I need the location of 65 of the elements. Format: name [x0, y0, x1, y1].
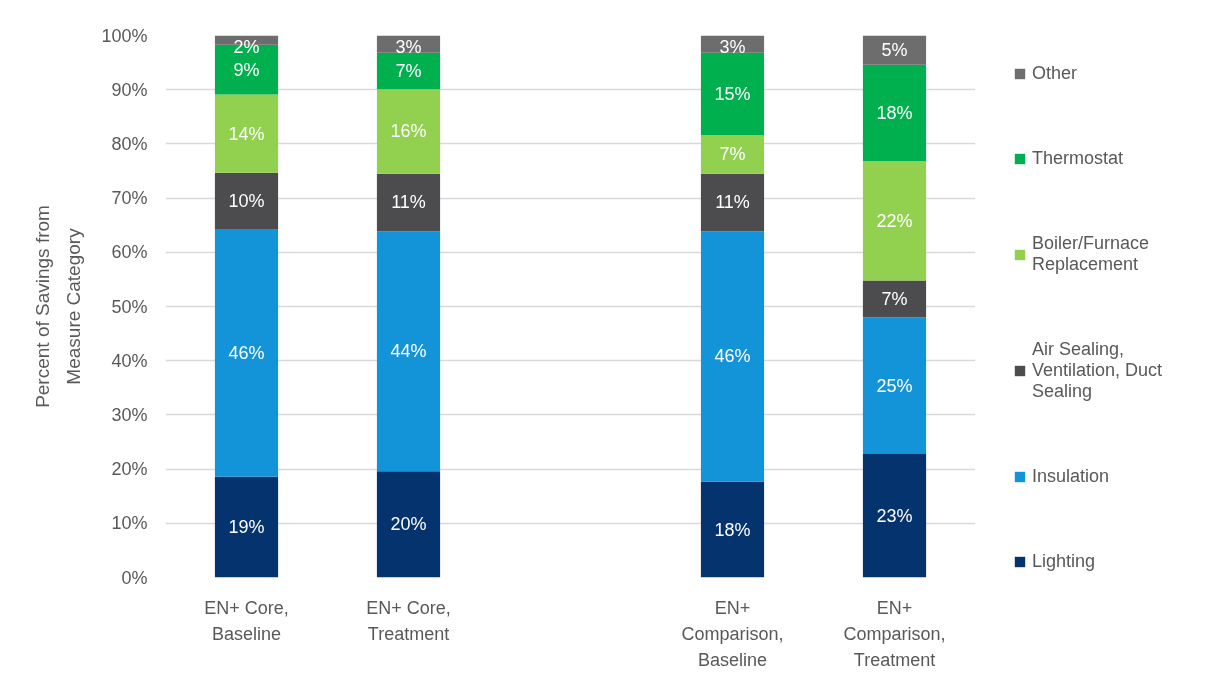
y-tick-label: 70% [111, 188, 148, 209]
data-label: 22% [876, 210, 913, 231]
y-tick-label: 30% [111, 404, 148, 425]
data-label: 7% [881, 288, 908, 309]
data-label: 25% [876, 375, 913, 396]
y-tick-label: 90% [111, 79, 148, 100]
data-label: 16% [390, 121, 427, 142]
y-tick-label: 100% [101, 25, 148, 46]
data-label: 3% [395, 36, 422, 57]
data-label: 14% [228, 123, 265, 144]
bar [700, 52, 765, 136]
y-tick-label: 80% [111, 133, 148, 154]
x-tick-label: EN+ Core, Baseline [204, 597, 289, 644]
data-label: 23% [876, 505, 913, 526]
bar [700, 173, 765, 232]
data-label: 46% [714, 346, 751, 367]
y-tick-label: 60% [111, 242, 148, 263]
bar [376, 173, 441, 232]
data-label: 11% [391, 192, 426, 213]
data-label: 10% [228, 190, 265, 211]
bar [700, 231, 765, 482]
bar [214, 94, 279, 173]
data-label: 46% [228, 342, 265, 363]
y-tick-label: 50% [111, 296, 148, 317]
bar [862, 161, 927, 281]
bar [862, 64, 927, 162]
legend-label: Lighting [1032, 551, 1096, 572]
data-label: 18% [714, 519, 751, 540]
bar [376, 89, 441, 174]
y-tick-label: 20% [111, 459, 148, 480]
data-label: 44% [390, 341, 427, 362]
bar [214, 172, 279, 229]
bar [862, 453, 927, 578]
data-label: 15% [714, 84, 751, 105]
data-label: 9% [233, 59, 260, 80]
legend-label: Boiler/Furnace Replacement [1032, 233, 1150, 275]
legend-label: Thermostat [1032, 148, 1124, 169]
bar [214, 228, 279, 477]
bar [700, 135, 765, 174]
x-tick-label: EN+ Comparison, Baseline [681, 597, 784, 670]
legend-label: Air Sealing, Ventilation, Duct Sealing [1032, 339, 1163, 402]
bar [700, 481, 765, 578]
bar [376, 231, 441, 472]
y-tick-label: 40% [111, 350, 148, 371]
data-label: 7% [719, 144, 746, 165]
data-label: 20% [390, 514, 427, 535]
data-label: 18% [876, 103, 913, 124]
bar [862, 280, 927, 318]
y-axis-title: Percent of Savings from Measure Category [31, 205, 85, 408]
data-label: 2% [233, 36, 260, 57]
data-label: 5% [881, 40, 908, 61]
data-label: 19% [228, 517, 265, 538]
data-label: 11% [715, 192, 750, 213]
legend-label: Other [1032, 63, 1078, 84]
data-label: 3% [719, 36, 746, 57]
bar [862, 317, 927, 454]
bar [376, 471, 441, 578]
x-tick-label: EN+ Comparison, Treatment [843, 597, 946, 670]
data-label: 7% [395, 61, 422, 81]
y-tick-label: 0% [121, 567, 148, 588]
legend-label: Insulation [1032, 466, 1110, 487]
bar [214, 476, 279, 578]
x-tick-label: EN+ Core, Treatment [366, 597, 451, 644]
y-tick-label: 10% [111, 513, 148, 534]
bar [376, 52, 441, 90]
